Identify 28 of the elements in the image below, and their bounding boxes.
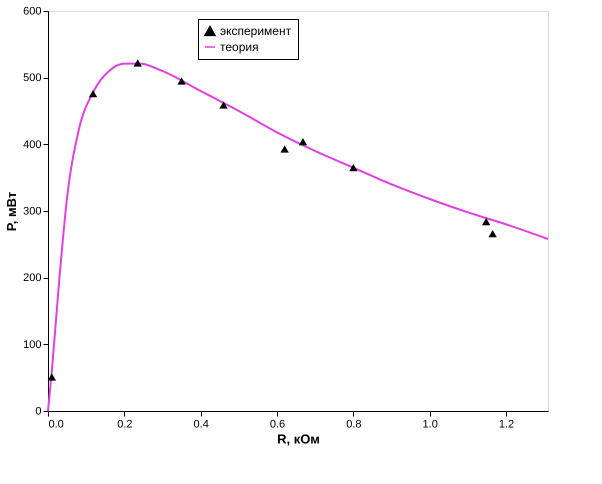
point [48, 373, 56, 381]
y-tick-label: 100 [23, 338, 42, 351]
legend-label: эксперимент [220, 24, 292, 38]
x-axis-title: R, кОм [277, 432, 320, 446]
point [349, 164, 358, 172]
point [88, 90, 98, 98]
y-tick-label: 300 [23, 206, 42, 218]
y-tick-label: 600 [23, 6, 42, 18]
point [280, 145, 289, 153]
x-tick-label: 0.2 [117, 418, 132, 430]
y-axis-title: P, мВт [4, 192, 20, 232]
x-tick-label: 0.4 [194, 418, 209, 430]
point [482, 218, 490, 226]
y-tick-label: 400 [23, 138, 42, 151]
point [177, 77, 186, 85]
y-tick-label: 0 [35, 406, 42, 418]
point [488, 230, 497, 238]
x-tick-label: 0.8 [346, 418, 362, 430]
y-tick-label: 500 [23, 72, 42, 84]
point [134, 59, 142, 67]
x-tick-label: 0.0 [48, 418, 64, 430]
x-tick-label: 1.0 [422, 418, 438, 430]
point [219, 101, 228, 109]
y-tick-label: 200 [23, 272, 42, 284]
point [298, 138, 308, 146]
x-tick-label: 1.2 [498, 418, 514, 430]
legend-label: теория [220, 40, 259, 54]
x-tick-label: 0.6 [270, 418, 286, 430]
